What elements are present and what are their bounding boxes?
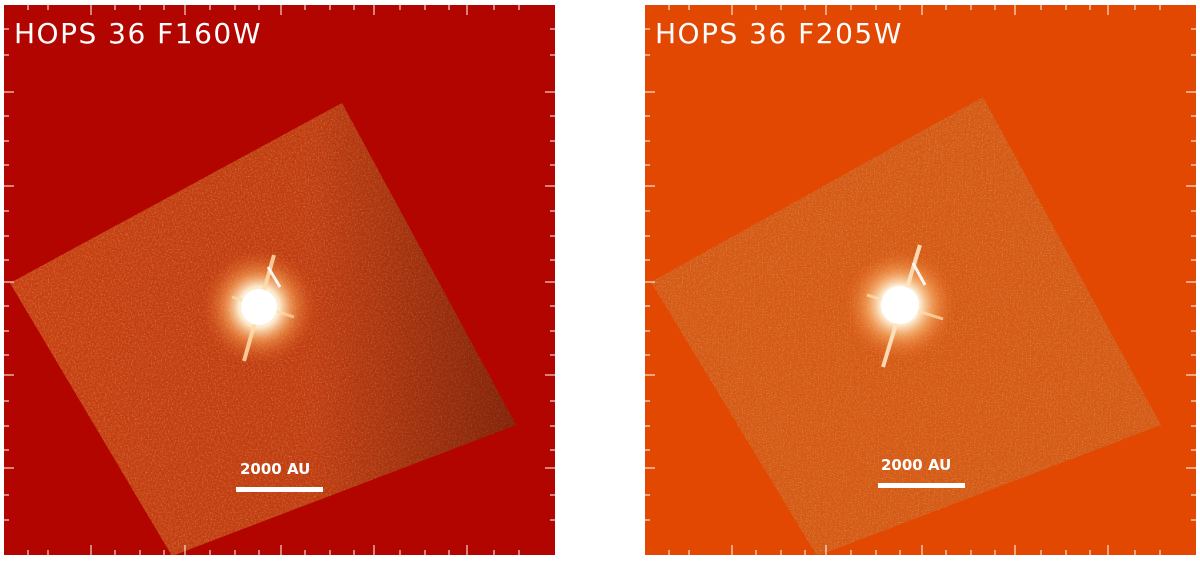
- panel-title: HOPS 36 F205W: [655, 17, 903, 50]
- frame-ticks: [4, 5, 555, 555]
- star-source: [201, 249, 317, 365]
- panel-title: HOPS 36 F160W: [14, 17, 262, 50]
- scalebar: [878, 483, 965, 488]
- f160w-image: [4, 5, 555, 555]
- image-panel-f205w: HOPS 36 F205W 2000 AU: [645, 5, 1196, 555]
- star-source: [844, 244, 956, 368]
- f205w-image: [645, 5, 1196, 555]
- scalebar-label: 2000 AU: [881, 456, 952, 474]
- frame-ticks: [645, 5, 1196, 555]
- image-panel-f160w: HOPS 36 F160W 2000 AU: [4, 5, 555, 555]
- scalebar-label: 2000 AU: [240, 460, 311, 478]
- scalebar: [236, 487, 323, 492]
